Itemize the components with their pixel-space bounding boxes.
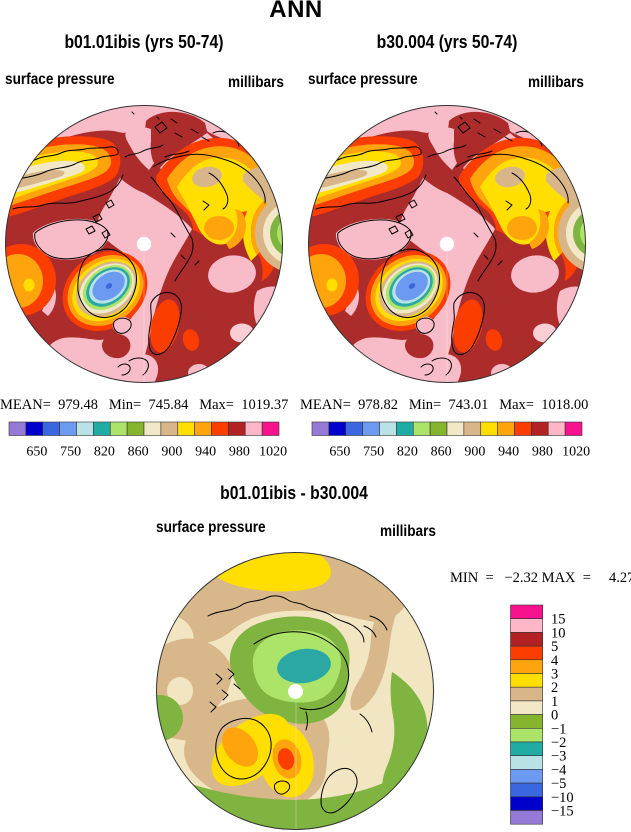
svg-text:5: 5 — [551, 639, 558, 655]
svg-text:750: 750 — [363, 445, 384, 460]
svg-text:15: 15 — [551, 612, 566, 628]
svg-text:4: 4 — [551, 653, 559, 669]
svg-text:1020: 1020 — [562, 445, 590, 460]
svg-text:1020: 1020 — [259, 445, 287, 460]
svg-text:0: 0 — [551, 708, 558, 724]
svg-text:940: 940 — [195, 445, 216, 460]
svg-text:−2: −2 — [551, 735, 566, 751]
svg-text:2: 2 — [551, 680, 558, 696]
svg-text:980: 980 — [532, 445, 553, 460]
svg-text:−15: −15 — [551, 804, 574, 820]
svg-text:900: 900 — [464, 445, 485, 460]
svg-text:−10: −10 — [551, 790, 574, 806]
svg-text:820: 820 — [94, 445, 115, 460]
svg-text:750: 750 — [60, 445, 81, 460]
svg-text:−3: −3 — [551, 749, 566, 765]
svg-text:860: 860 — [431, 445, 452, 460]
svg-text:650: 650 — [26, 445, 47, 460]
svg-text:−5: −5 — [551, 776, 566, 792]
svg-text:−4: −4 — [551, 762, 567, 778]
svg-text:650: 650 — [329, 445, 350, 460]
svg-text:820: 820 — [397, 445, 418, 460]
svg-text:10: 10 — [551, 625, 566, 641]
svg-text:980: 980 — [229, 445, 250, 460]
svg-text:900: 900 — [161, 445, 182, 460]
svg-text:860: 860 — [128, 445, 149, 460]
svg-text:−1: −1 — [551, 721, 566, 737]
svg-text:3: 3 — [551, 667, 558, 683]
svg-text:940: 940 — [498, 445, 519, 460]
svg-text:1: 1 — [551, 694, 558, 710]
